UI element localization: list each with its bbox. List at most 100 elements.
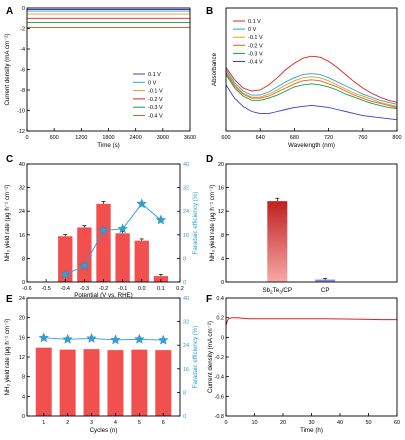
panel-c-xtick-label: 0.2 — [176, 286, 184, 292]
panel-e-ytick-label: 24 — [19, 296, 25, 302]
series-line — [225, 69, 398, 105]
panel-c-y2tick-label: 16 — [183, 233, 189, 239]
panel-label-e: E — [6, 294, 13, 305]
panel-c-xtick-label: -0.4 — [61, 286, 70, 292]
panel-f-xtick-label: 0 — [224, 420, 227, 426]
fe-point — [62, 333, 73, 344]
category-label: CP — [321, 287, 330, 294]
panel-a-ytick-label: -8 — [20, 88, 25, 94]
panel-c-xtick-label: -0.6 — [22, 286, 31, 292]
panel-d-ytick-label: 20 — [218, 162, 224, 168]
panel-c-xtick-label: -0.2 — [99, 286, 108, 292]
panel-a-xtick-label: 3600 — [184, 135, 196, 141]
panel-f-ytick-label: -0.6 — [215, 394, 224, 400]
fe-line — [65, 203, 162, 276]
series-line — [225, 72, 398, 108]
panel-e-xlabel: Cycles (n) — [90, 427, 118, 434]
panel-d-ytick-label: 12 — [218, 209, 224, 215]
panel-c-xtick-label: -0.5 — [41, 286, 50, 292]
panel-label-b: B — [206, 6, 213, 17]
panel-c-ytick-label: 0 — [22, 280, 25, 286]
bar — [59, 349, 76, 416]
fe-point — [110, 334, 121, 345]
panel-d-ytick-label: 0 — [221, 280, 224, 286]
series-line — [225, 71, 398, 107]
panel-e-y2tick-label: 16 — [183, 367, 189, 373]
bar — [83, 349, 100, 416]
panel-e-ylabel: NH₃ yield rate (μg h⁻¹ cm⁻²) — [4, 319, 11, 396]
legend-label: 0.1 V — [248, 19, 261, 25]
panel-e-xtick-label: 2 — [66, 420, 69, 426]
panel-c-xtick-label: 0.1 — [157, 286, 165, 292]
panel-a-xtick-label: 1800 — [102, 135, 114, 141]
panel-b-xtick-label: 720 — [324, 135, 333, 141]
bar — [131, 349, 148, 416]
panel-f-ytick-label: 0.2 — [216, 316, 224, 322]
panel-c-ytick-label: 40 — [19, 162, 25, 168]
panel-f-xtick-label: 40 — [337, 420, 343, 426]
fe-point — [86, 333, 97, 343]
fe-point — [38, 332, 49, 343]
fe-point — [60, 269, 71, 279]
legend-label: 0.1 V — [148, 72, 161, 78]
panel-a-ytick-label: -10 — [17, 109, 25, 115]
panel-b-xtick-label: 800 — [392, 135, 401, 141]
panel-e-ytick-label: 8 — [22, 375, 25, 381]
panel-b-xtick-label: 640 — [256, 135, 265, 141]
panel-a-ytick-label: 0 — [22, 6, 25, 12]
panel-label-d: D — [206, 154, 213, 165]
bar — [267, 201, 288, 282]
bar — [134, 240, 149, 282]
panel-e-xtick-label: 3 — [90, 420, 93, 426]
panel-d-ytick-label: 16 — [218, 186, 224, 192]
panel-b-xtick-label: 600 — [221, 135, 230, 141]
panel-c-ylabel: NH₃ yield rate (μg h⁻¹ cm⁻²) — [4, 185, 11, 262]
panel-c-xtick-label: -0.3 — [80, 286, 89, 292]
panel-d-frame — [225, 163, 398, 283]
panel-c-y2tick-label: 8 — [183, 256, 186, 262]
panel-e-frame — [26, 297, 181, 417]
legend-label: -0.4 V — [148, 114, 163, 120]
panel-b-xlabel: Wavelength (nm) — [288, 142, 335, 149]
panel-e-xtick-label: 6 — [162, 420, 165, 426]
panel-c-xtick-label: 0.0 — [138, 286, 146, 292]
panel-e-y2tick-label: 24 — [183, 343, 189, 349]
panel-f-ytick-label: 0 — [221, 335, 224, 341]
panel-f-xlabel: Time (h) — [300, 427, 323, 434]
panel-c: -0.6 -0.5 -0.4 -0.3 -0.2 -0.1 0.0 0.1 0.20816243… — [4, 162, 199, 299]
panel-f-ytick-label: -0.2 — [215, 355, 224, 361]
bar — [77, 227, 92, 282]
panel-a-xtick-label: 600 — [50, 135, 59, 141]
bar — [315, 279, 336, 282]
panel-f-xtick-label: 30 — [308, 420, 314, 426]
panel-a-ytick-label: -6 — [20, 68, 25, 74]
panel-b-frame — [225, 7, 398, 132]
panel-c-ytick-label: 8 — [22, 256, 25, 262]
panel-e-ytick-label: 0 — [22, 414, 25, 420]
series-line — [225, 84, 398, 121]
panel-e-y2tick-label: 0 — [183, 414, 186, 420]
panel-c-ytick-label: 24 — [19, 209, 25, 215]
panel-b: 600 640 680 720 760 800 Wavelength (nm) Absorba… — [211, 19, 402, 149]
fe-point — [155, 214, 167, 225]
series-line — [225, 74, 398, 109]
panel-a-ytick-label: -12 — [17, 129, 25, 135]
panel-a-xlabel: Time (s) — [97, 142, 119, 149]
panel-f-ylabel: Current density (mA cm⁻²) — [207, 321, 214, 393]
panel-a-xtick-label: 1200 — [75, 135, 87, 141]
subscript: 2 — [270, 290, 273, 295]
panel-c-xtick-label: -0.1 — [118, 286, 127, 292]
legend-label: -0.3 V — [248, 51, 263, 57]
panel-c-y2tick-label: 40 — [183, 162, 189, 168]
panel-e-y2tick-label: 32 — [183, 320, 189, 326]
fe-point — [117, 223, 128, 234]
panel-f-ytick-label: -0.8 — [215, 414, 224, 420]
panel-f-frame — [225, 297, 398, 417]
legend-label: -0.1 V — [148, 89, 163, 95]
panel-e-ytick-label: 16 — [19, 335, 25, 341]
panel-d: 0 4 8 12 16 20 Sb2Te3/CP CP NH₃ yield rate (μg h… — [209, 162, 336, 295]
panel-c-xlabel: Potential (V vs. RHE) — [74, 292, 132, 299]
panel-a-xtick-label: 0 — [25, 135, 28, 141]
fe-point — [79, 260, 90, 271]
